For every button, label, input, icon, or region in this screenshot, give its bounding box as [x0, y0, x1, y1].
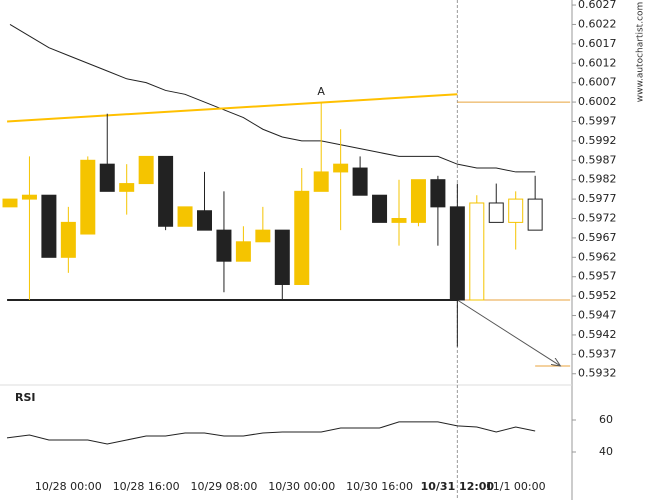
y-tick-label: 0.5947	[578, 309, 617, 322]
point-label: A	[317, 85, 325, 98]
y-tick-label: 0.5937	[578, 347, 617, 360]
y-tick-label: 0.5967	[578, 231, 617, 244]
rsi-label: RSI	[15, 391, 36, 404]
candle-body	[372, 194, 388, 223]
y-tick-label: 0.5982	[578, 173, 617, 186]
candle-body	[80, 159, 96, 235]
candle-body	[60, 221, 76, 258]
x-tick-label: 10/29 08:00	[190, 480, 257, 493]
candle-body	[527, 198, 543, 231]
y-tick-label: 0.5962	[578, 250, 617, 263]
x-tick-label: 10/28 16:00	[113, 480, 180, 493]
y-tick-label: 0.5952	[578, 289, 617, 302]
y-tick-label: 0.5942	[578, 328, 617, 341]
y-tick-label: 0.5977	[578, 192, 617, 205]
y-tick-label: 0.6012	[578, 56, 617, 69]
y-tick-label: 0.6017	[578, 37, 617, 50]
candle-body	[2, 198, 18, 208]
rsi-tick-label: 60	[599, 413, 613, 426]
y-tick-label: 0.5972	[578, 212, 617, 225]
watermark: www.autochartist.com	[636, 2, 646, 103]
candle-body	[274, 229, 290, 285]
x-tick-label: 10/30 00:00	[268, 480, 335, 493]
y-tick-label: 0.6002	[578, 95, 617, 108]
y-tick-label: 0.6022	[578, 17, 617, 30]
y-tick-label: 0.5932	[578, 367, 617, 380]
annotation-line	[7, 93, 458, 123]
annotation-line	[457, 299, 560, 366]
y-tick-label: 0.6007	[578, 76, 617, 89]
candle-body	[449, 206, 465, 301]
candle-body	[235, 241, 251, 262]
candle-body	[508, 198, 524, 223]
y-tick-label: 0.5957	[578, 270, 617, 283]
candle-body	[410, 179, 426, 223]
y-tick-label: 0.5992	[578, 134, 617, 147]
candle-body	[197, 210, 212, 231]
candle-body	[216, 229, 232, 262]
y-tick-label: 0.5997	[578, 114, 617, 127]
candle-body	[99, 163, 115, 192]
x-tick-label: 10/28 00:00	[35, 480, 102, 493]
candle-body	[255, 229, 271, 243]
candle-body	[391, 218, 407, 223]
candle-body	[158, 155, 174, 227]
candle-body	[352, 167, 368, 196]
candle-body	[41, 194, 57, 258]
rsi-tick-label: 40	[599, 445, 613, 458]
x-tick-label: 10/31 12:00	[421, 480, 495, 493]
candle-body	[294, 190, 310, 285]
x-tick-label: 11/1 00:00	[486, 480, 546, 493]
candle-body	[21, 194, 37, 200]
candle-body	[488, 202, 504, 223]
candle-body	[333, 163, 349, 173]
x-tick-label: 10/30 16:00	[346, 480, 413, 493]
rsi-line	[6, 421, 536, 445]
candle-body	[469, 202, 485, 301]
candle-body	[313, 171, 329, 192]
candle-body	[119, 183, 135, 192]
y-tick-label: 0.5987	[578, 153, 617, 166]
candle-body	[430, 179, 446, 208]
moving-average	[9, 24, 536, 173]
y-tick-label: 0.6027	[578, 0, 617, 11]
candle-body	[138, 155, 154, 185]
candle-body	[177, 206, 193, 227]
